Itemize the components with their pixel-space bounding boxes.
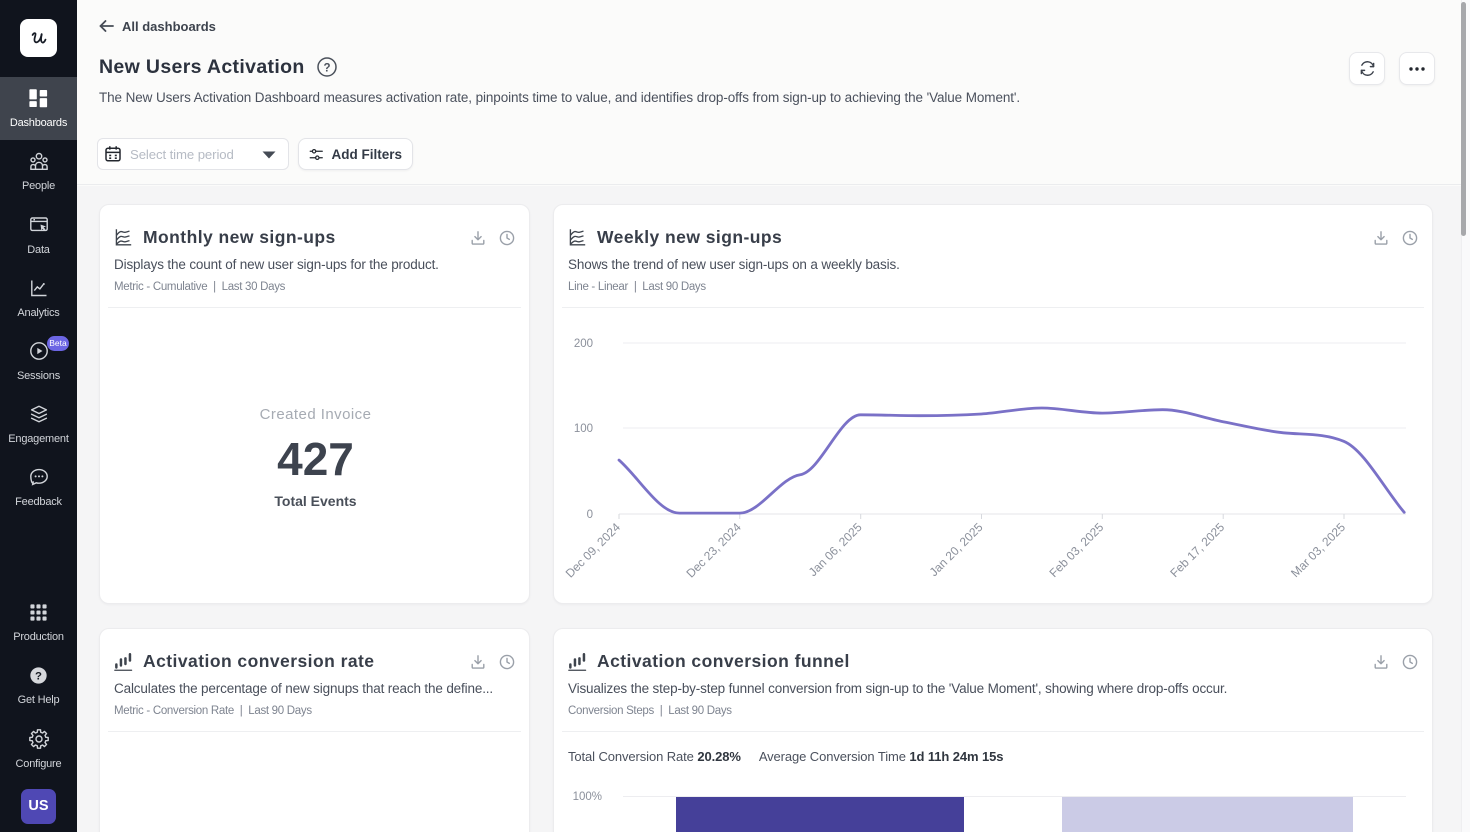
svg-text:Dec 23, 2024: Dec 23, 2024 [683,520,744,581]
svg-text:?: ? [323,62,330,74]
svg-text:100%: 100% [573,791,602,803]
svg-text:Mar 03, 2025: Mar 03, 2025 [1288,520,1348,580]
svg-text:Jan 20, 2025: Jan 20, 2025 [927,520,986,579]
svg-text:Dec 09, 2024: Dec 09, 2024 [563,520,624,581]
svg-text:Jan 06, 2025: Jan 06, 2025 [806,520,865,579]
svg-text:0: 0 [587,509,593,521]
svg-text:200: 200 [574,338,593,350]
svg-text:Feb 17, 2025: Feb 17, 2025 [1167,520,1227,580]
svg-text:?: ? [35,670,42,682]
svg-text:100: 100 [574,423,593,435]
svg-text:Feb 03, 2025: Feb 03, 2025 [1046,520,1106,580]
